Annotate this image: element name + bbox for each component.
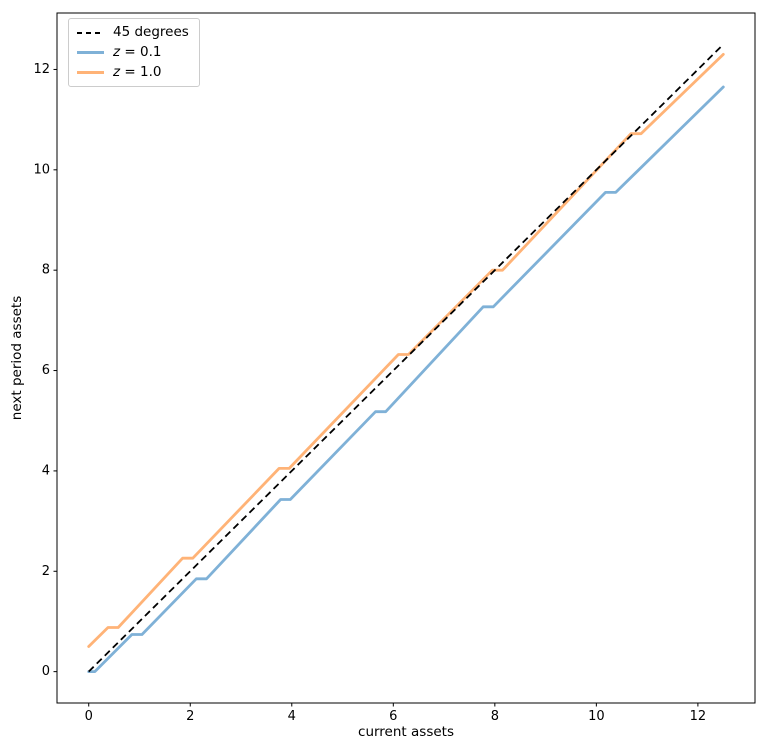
series-line-z-0.1 [87,85,725,673]
y-tick-label: 2 [42,564,50,579]
legend-label-text: 45 degrees [113,24,189,40]
legend-blue-line-sample [77,51,104,54]
legend-label: 45 degrees [113,25,189,40]
series-line-45-degrees [88,43,724,673]
legend-dashed-line-sample [77,31,104,34]
y-tick-label: 12 [33,62,50,77]
legend-label-text: = 1.0 [120,64,162,80]
x-tick-label: 8 [491,709,499,724]
y-tick-label: 8 [42,263,50,278]
x-tick-label: 10 [588,709,605,724]
y-tick-label: 0 [42,664,50,679]
y-tick-label: 6 [42,363,50,378]
x-tick-label: 0 [85,709,93,724]
legend-label: z = 0.1 [113,45,161,60]
x-tick-label: 2 [186,709,194,724]
x-tick-label: 6 [389,709,397,724]
x-axis-label: current assets [358,724,454,740]
y-axis-label: next period assets [9,295,25,421]
x-tick-label: 4 [288,709,296,724]
legend: 45 degrees z = 0.1 z = 1.0 [68,18,200,87]
legend-label: z = 1.0 [113,65,161,80]
y-tick-label: 4 [42,463,50,478]
legend-item: 45 degrees [77,25,189,40]
x-tick-label: 12 [690,709,707,724]
series-line-z-1.0 [87,53,725,648]
y-tick-label: 10 [33,162,50,177]
legend-math-var: z [113,64,121,80]
legend-item: z = 1.0 [77,65,189,80]
legend-item: z = 0.1 [77,45,189,60]
legend-math-var: z [113,44,121,60]
legend-label-text: = 0.1 [120,44,162,60]
legend-orange-line-sample [77,71,104,74]
axes-frame [56,12,756,704]
